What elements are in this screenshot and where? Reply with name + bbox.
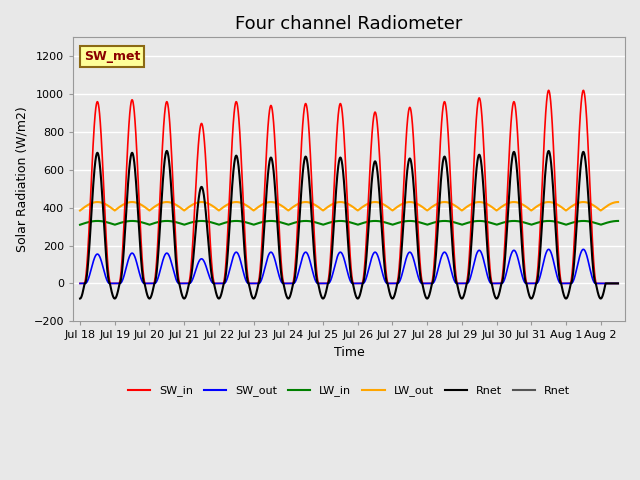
Rnet [610,280,618,286]
SW_out [381,276,388,282]
Rnet [610,280,618,286]
SW_in [335,104,343,109]
LW_out [381,202,388,208]
SW_in [76,280,84,286]
LW_in [614,218,622,224]
LW_in [76,222,84,228]
Rnet [335,157,343,163]
Line: SW_out: SW_out [80,249,618,283]
LW_in [610,218,618,224]
LW_out [309,201,317,206]
LW_out [76,208,84,214]
SW_out [500,276,508,282]
LW_out [500,202,508,208]
Line: SW_in: SW_in [80,90,618,283]
SW_out [335,250,343,256]
SW_in [614,280,622,286]
SW_out [309,269,317,275]
Rnet [545,148,552,154]
X-axis label: Time: Time [333,346,364,359]
Y-axis label: Solar Radiation (W/m2): Solar Radiation (W/m2) [15,107,28,252]
Rnet [76,296,84,301]
SW_out [321,280,328,286]
SW_in [500,247,508,252]
Rnet [381,262,388,268]
Line: Rnet: Rnet [80,151,618,299]
Rnet [309,229,317,235]
Rnet [500,262,508,268]
LW_in [309,219,317,225]
Rnet [321,294,328,300]
SW_out [76,280,84,286]
SW_out [610,280,618,286]
SW_in [610,280,618,286]
Rnet [321,294,328,300]
SW_in [579,87,587,93]
Rnet [381,262,388,268]
Line: LW_in: LW_in [80,221,618,225]
LW_out [610,200,618,205]
LW_in [381,219,388,225]
Rnet [309,229,317,235]
Rnet [76,296,84,301]
LW_out [614,199,622,205]
SW_in [381,247,388,252]
LW_in [500,219,508,225]
Line: Rnet: Rnet [80,151,618,299]
Rnet [545,148,552,154]
Rnet [500,262,508,268]
SW_in [309,199,317,205]
Legend: SW_in, SW_out, LW_in, LW_out, Rnet, Rnet: SW_in, SW_out, LW_in, LW_out, Rnet, Rnet [124,381,575,401]
Rnet [335,157,343,163]
Line: LW_out: LW_out [80,202,618,211]
Text: SW_met: SW_met [84,50,141,63]
LW_in [321,221,328,227]
Rnet [614,280,622,286]
SW_out [614,280,622,286]
LW_out [335,199,343,205]
LW_in [335,218,343,224]
SW_in [321,280,328,286]
LW_out [321,206,328,212]
Rnet [614,280,622,286]
Title: Four channel Radiometer: Four channel Radiometer [236,15,463,33]
SW_out [579,246,587,252]
